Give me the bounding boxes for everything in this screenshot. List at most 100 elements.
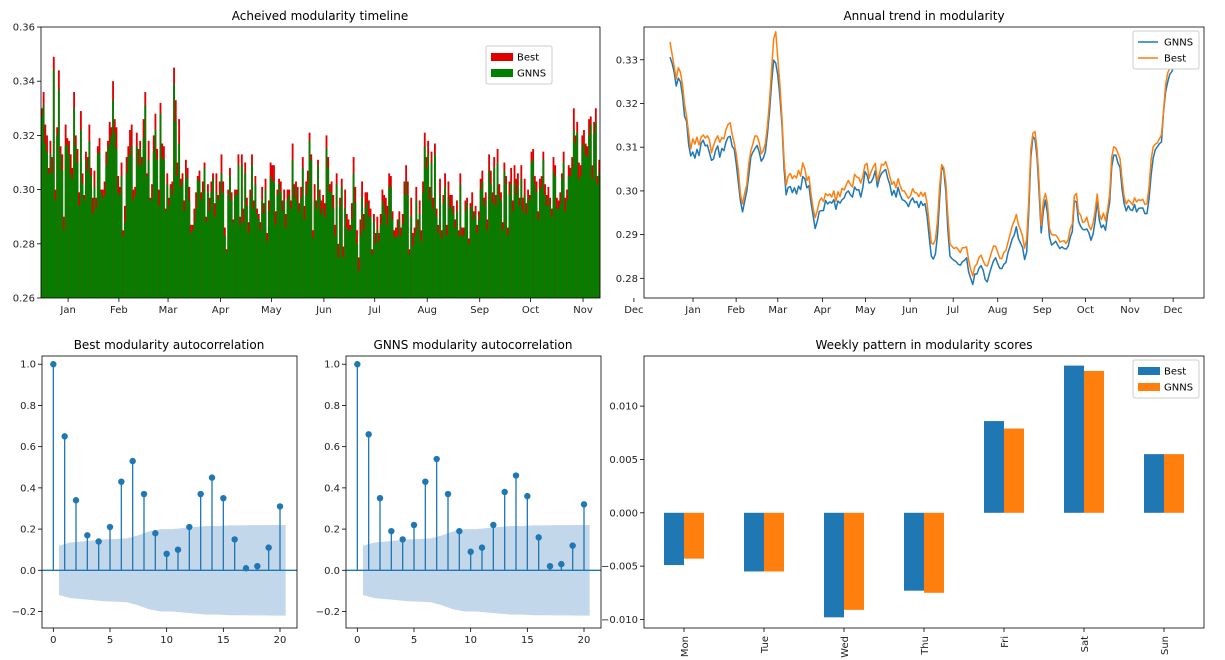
- gnns-bar: [373, 222, 375, 298]
- gnns-bar: [572, 129, 575, 298]
- gnns-bar: [195, 208, 197, 298]
- gnns-bar: [327, 167, 330, 298]
- acf-gnns-ytick-label: 0.6: [324, 442, 340, 453]
- gnns-bar: [215, 192, 218, 298]
- annual-xtick-label: Jun: [901, 305, 918, 316]
- gnns-bar: [169, 186, 172, 298]
- acf-gnns-marker: [535, 534, 542, 541]
- gnns-bar: [550, 216, 553, 298]
- timeline-ytick-label: 0.28: [13, 239, 35, 250]
- gnns-bar: [296, 203, 299, 298]
- gnns-bar: [447, 197, 450, 298]
- gnns-bar: [278, 184, 280, 298]
- gnns-bar: [147, 159, 150, 298]
- gnns-bar: [501, 230, 504, 298]
- gnns-bar: [264, 189, 267, 298]
- acf-gnns-marker: [376, 494, 384, 502]
- gnns-bar: [254, 184, 257, 298]
- timeline-legend-label: Best: [517, 53, 539, 64]
- gnns-bar: [352, 173, 355, 298]
- gnns-bar: [64, 146, 67, 298]
- gnns-bar: [137, 165, 140, 298]
- acf-gnns-ytick-label: 0.0: [324, 566, 340, 577]
- gnns-bar: [356, 243, 358, 298]
- gnns-bar: [303, 219, 306, 298]
- acf-best-marker: [186, 523, 193, 531]
- gnns-bar: [552, 170, 555, 298]
- gnns-bar: [274, 224, 277, 298]
- annual-xtick-label: Mar: [768, 305, 788, 316]
- gnns-bar: [491, 203, 494, 298]
- gnns-bar: [476, 232, 479, 298]
- gnns-bar: [168, 205, 170, 298]
- gnns-bar: [367, 216, 370, 298]
- acf-gnns-marker: [410, 521, 418, 529]
- acf-best-ytick-label: 0.4: [20, 483, 36, 494]
- gnns-bar: [151, 197, 153, 298]
- acf-best-marker: [61, 433, 68, 440]
- gnns-bar: [227, 195, 230, 298]
- gnns-bar: [181, 181, 184, 298]
- gnns-bar: [481, 181, 484, 298]
- gnns-bar: [456, 211, 458, 298]
- acf-best-marker: [208, 474, 216, 481]
- gnns-bar: [527, 197, 530, 298]
- gnns-bar: [322, 208, 325, 298]
- gnns-bar: [127, 157, 130, 298]
- acf-gnns-marker: [354, 361, 361, 368]
- acf-best-xtick-label: 10: [160, 635, 173, 646]
- gnns-bar: [593, 132, 596, 298]
- gnns-bar: [47, 173, 50, 298]
- gnns-bar: [42, 105, 45, 298]
- gnns-bar: [220, 173, 223, 298]
- gnns-bar: [410, 216, 413, 298]
- acf-gnns-marker: [580, 501, 588, 508]
- weekly-frame: [643, 355, 1205, 629]
- timeline-xtick-label: Feb: [110, 305, 128, 316]
- gnns-bar: [306, 184, 309, 298]
- timeline-xtick-label: Aug: [417, 305, 437, 316]
- gnns-bar: [583, 143, 585, 298]
- gnns-bar: [522, 211, 524, 298]
- weekly-legend-label: Best: [1164, 367, 1186, 378]
- acf-gnns-marker: [478, 544, 486, 551]
- gnns-bar: [425, 167, 428, 298]
- weekly-xtick-label: Wed: [840, 636, 851, 658]
- gnns-bar: [589, 124, 592, 298]
- gnns-bar: [510, 184, 513, 298]
- timeline-frame: [40, 26, 601, 299]
- gnns-bar: [212, 178, 214, 298]
- gnns-bar: [183, 211, 186, 298]
- gnns-bar: [256, 213, 258, 298]
- gnns-bar: [290, 208, 292, 298]
- gnns-bar: [371, 254, 374, 298]
- gnns-bar: [428, 200, 431, 298]
- gnns-bar: [525, 213, 528, 298]
- gnns-bar: [540, 186, 543, 298]
- gnns-bar: [549, 205, 552, 298]
- gnns-bar: [271, 181, 274, 298]
- gnns-bar: [454, 227, 457, 298]
- gnns-bar: [469, 208, 472, 298]
- gnns-bar: [586, 157, 589, 298]
- gnns-bar: [398, 219, 401, 298]
- gnns-bar: [283, 200, 286, 298]
- gnns-bar: [95, 208, 98, 298]
- gnns-bar: [379, 224, 382, 298]
- gnns-bar: [41, 116, 43, 299]
- gnns-bar: [408, 254, 411, 298]
- acf-best-title: Best modularity autocorrelation: [74, 338, 265, 352]
- gnns-bar: [362, 230, 365, 298]
- gnns-bar: [439, 195, 441, 298]
- acf-best-marker: [254, 562, 261, 570]
- gnns-bar: [505, 184, 507, 298]
- gnns-bar: [557, 208, 560, 298]
- gnns-bar: [240, 165, 243, 298]
- gnns-bar: [56, 135, 59, 298]
- gnns-bar: [449, 208, 452, 298]
- acf-gnns-marker: [467, 548, 474, 555]
- annual-xtick-label: Jul: [946, 305, 959, 316]
- gnns-bar: [562, 162, 565, 298]
- gnns-bar: [430, 162, 433, 298]
- acf-best-ytick-label: 0.6: [20, 442, 36, 453]
